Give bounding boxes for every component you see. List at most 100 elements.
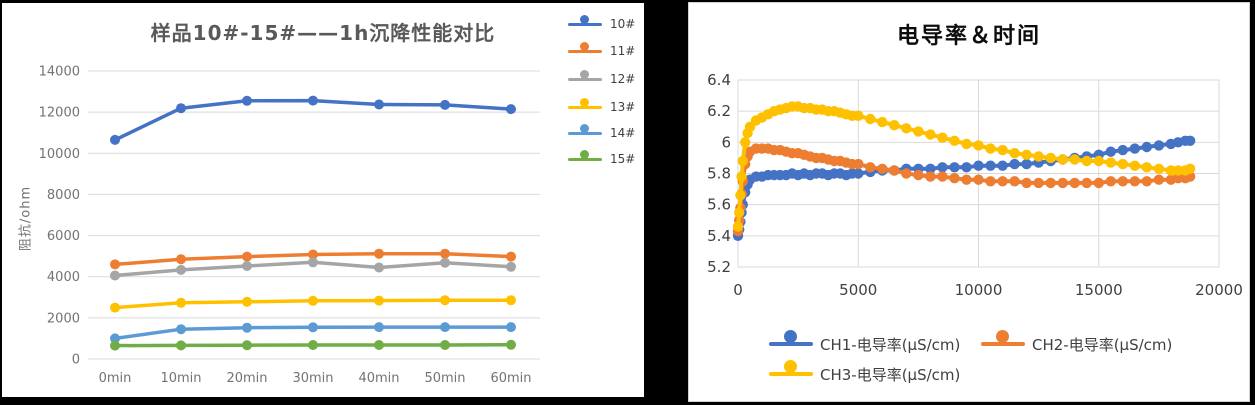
data-point-CH3-电导率(μS/cm) — [889, 120, 900, 131]
legend-item-ch2: CH2-电导率(μS/cm) — [981, 329, 1172, 354]
y-tick-label: 4000 — [47, 270, 80, 285]
data-point-13# — [440, 295, 450, 306]
right-chart-title: 电导率＆时间 — [896, 24, 1041, 49]
data-point-CH3-电导率(μS/cm) — [865, 113, 876, 125]
legend-label: 12# — [610, 72, 636, 86]
legend-line-icon — [568, 131, 602, 135]
legend-line-icon — [568, 77, 602, 81]
data-point-CH2-电导率(μS/cm) — [1045, 177, 1056, 189]
legend-marker-icon — [580, 15, 589, 24]
data-point-CH2-电导率(μS/cm) — [901, 168, 912, 179]
data-point-CH2-电导率(μS/cm) — [985, 176, 996, 187]
data-point-CH3-电导率(μS/cm) — [1105, 157, 1116, 168]
left-chart-panel: 样品10#-15#——1h沉降性能对比 阻抗/ohm 0 2000 4000 6000… — [2, 3, 644, 397]
data-point-CH2-电导率(μS/cm) — [853, 158, 864, 170]
data-point-CH2-电导率(μS/cm) — [1153, 174, 1165, 185]
y-tick-label: 12000 — [39, 106, 80, 121]
data-point-14# — [176, 324, 186, 335]
data-point-CH2-电导率(μS/cm) — [1141, 176, 1152, 187]
legend-label: 10# — [610, 17, 636, 31]
y-tick-label: 2000 — [47, 311, 80, 326]
y-tick-label: 10000 — [39, 147, 80, 162]
data-point-CH3-电导率(μS/cm) — [737, 155, 748, 167]
data-point-CH2-电导率(μS/cm) — [889, 165, 900, 176]
data-point-13# — [506, 295, 516, 306]
data-point-15# — [440, 340, 450, 350]
left-chart-plot: 0 2000 4000 6000 8000 10000 12000 14000 0min 10mi… — [39, 65, 540, 386]
data-point-11# — [506, 251, 516, 262]
legend-line-icon — [568, 157, 602, 161]
legend-label: CH1-电导率(μS/cm) — [820, 335, 961, 354]
data-point-CH3-电导率(μS/cm) — [1117, 158, 1128, 170]
legend-label: 15# — [610, 152, 636, 166]
legend-item-12: 12# — [568, 70, 636, 86]
x-tick-label: 0 — [733, 281, 743, 299]
data-point-14# — [242, 322, 252, 333]
data-point-CH2-电导率(μS/cm) — [913, 169, 924, 181]
data-point-CH1-电导率(μS/cm) — [853, 168, 864, 179]
x-tick-label: 5000 — [839, 281, 877, 299]
data-point-12# — [506, 261, 516, 272]
series-line-10# — [113, 98, 513, 142]
data-point-CH1-电导率(μS/cm) — [937, 162, 948, 173]
data-point-CH1-电导率(μS/cm) — [997, 160, 1008, 171]
data-point-14# — [110, 333, 120, 344]
data-point-15# — [242, 340, 252, 351]
data-point-CH3-电导率(μS/cm) — [949, 135, 960, 146]
legend-marker-icon — [996, 329, 1009, 343]
data-point-CH3-电导率(μS/cm) — [1069, 154, 1080, 165]
data-point-11# — [110, 259, 120, 270]
data-point-14# — [440, 322, 450, 333]
y-tick-label: 0 — [72, 353, 80, 368]
data-point-CH3-电导率(μS/cm) — [732, 221, 744, 232]
data-point-15# — [176, 340, 186, 351]
data-point-13# — [242, 296, 252, 307]
data-point-CH3-电导率(μS/cm) — [877, 116, 888, 128]
data-point-CH3-电导率(μS/cm) — [1165, 165, 1177, 176]
data-point-CH1-电导率(μS/cm) — [1141, 141, 1152, 153]
data-point-CH1-电导率(μS/cm) — [1184, 135, 1196, 146]
data-point-CH3-电导率(μS/cm) — [735, 190, 746, 201]
data-point-14# — [374, 322, 384, 333]
right-chart-panel: 电导率＆时间 5.2 5.4 5.6 5.8 6 6.2 6.4 0 5000 10000 1500… — [688, 2, 1250, 402]
data-point-CH3-电导率(μS/cm) — [901, 123, 912, 134]
y-tick-label: 8000 — [47, 188, 80, 203]
data-point-CH2-电导率(μS/cm) — [1069, 177, 1080, 189]
data-point-CH3-电导率(μS/cm) — [1184, 163, 1196, 174]
y-tick-label: 6.4 — [707, 71, 731, 89]
data-point-15# — [374, 340, 384, 350]
legend-line-icon — [769, 372, 813, 376]
data-point-CH1-电导率(μS/cm) — [1129, 143, 1140, 154]
data-point-CH2-电导率(μS/cm) — [1129, 176, 1140, 187]
data-point-10# — [506, 104, 516, 115]
data-point-11# — [242, 251, 252, 262]
data-point-CH1-电导率(μS/cm) — [1117, 144, 1128, 156]
data-point-CH1-电导率(μS/cm) — [1153, 140, 1165, 151]
data-point-CH3-电导率(μS/cm) — [1045, 152, 1056, 164]
data-point-CH3-电导率(μS/cm) — [961, 138, 972, 150]
y-tick-label: 5.8 — [707, 165, 731, 183]
data-point-12# — [374, 262, 384, 273]
legend-marker-icon — [580, 42, 589, 51]
data-point-13# — [374, 295, 384, 306]
data-point-CH2-电导率(μS/cm) — [1009, 176, 1020, 187]
data-point-13# — [308, 295, 318, 306]
data-point-CH2-电导率(μS/cm) — [877, 163, 888, 174]
y-tick-label: 6 — [721, 133, 731, 151]
data-point-CH2-电导率(μS/cm) — [1105, 176, 1116, 187]
data-point-CH1-电导率(μS/cm) — [1105, 146, 1116, 157]
data-point-CH1-电导率(μS/cm) — [925, 163, 936, 174]
data-point-CH3-电导率(μS/cm) — [1129, 160, 1140, 171]
legend-item-10: 10# — [568, 15, 636, 31]
y-tick-label: 14000 — [39, 65, 80, 80]
data-point-11# — [374, 248, 384, 259]
y-tick-label: 5.2 — [707, 258, 731, 276]
legend-line-icon — [568, 49, 602, 53]
data-point-13# — [176, 297, 186, 308]
legend-line-icon — [568, 22, 602, 26]
data-point-CH3-电导率(μS/cm) — [973, 140, 984, 151]
data-point-CH2-电导率(μS/cm) — [1093, 177, 1104, 189]
data-point-CH1-电导率(μS/cm) — [973, 160, 984, 171]
legend-label: 14# — [610, 126, 636, 140]
